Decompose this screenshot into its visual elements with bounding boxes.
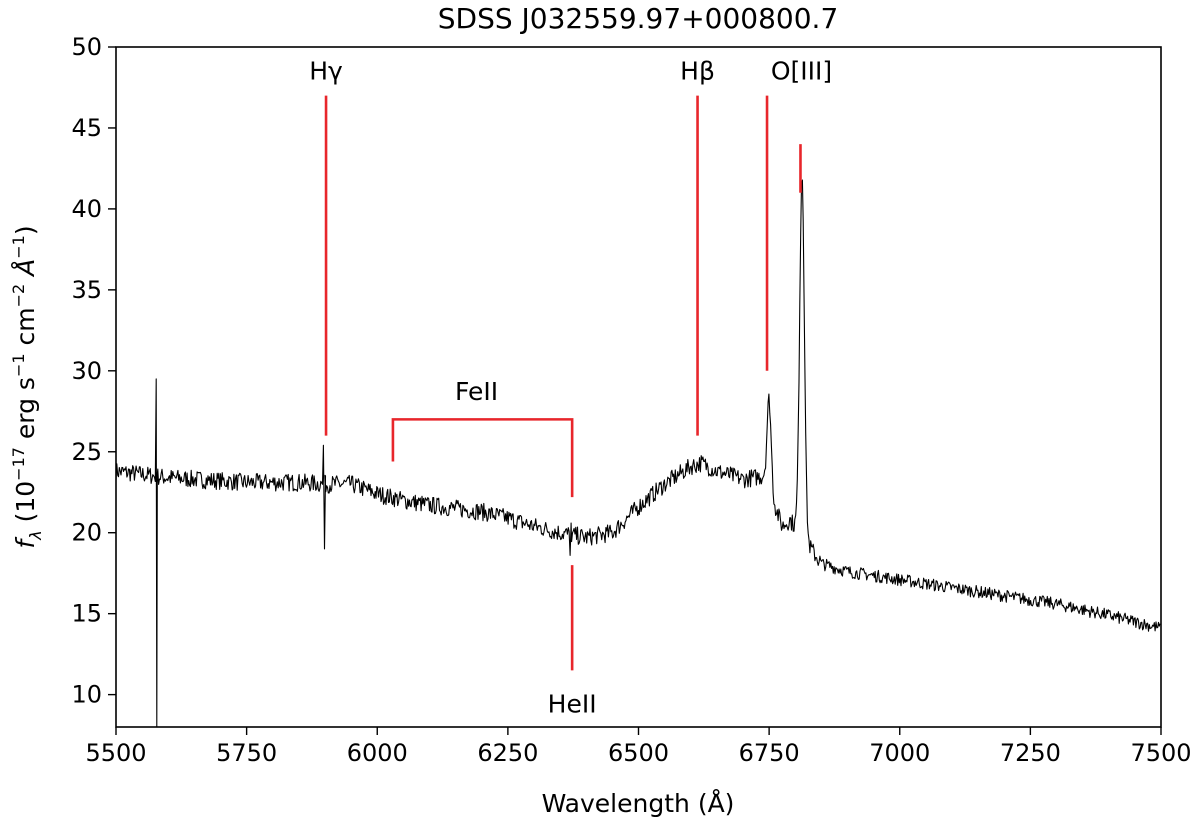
y-axis-label: fλ (10−17 erg s−1 cm−2 Å−1)	[9, 225, 45, 548]
y-label-cm: cm	[11, 307, 40, 353]
x-tick-label: 6500	[608, 739, 669, 767]
y-axis: 10 15 20 25 30 35 40 45 50	[71, 33, 116, 709]
plot-area: Hγ Hβ O[III] HeII FeII	[115, 46, 1162, 728]
line-marker-label: Hβ	[680, 56, 715, 85]
spectrum-line	[115, 179, 1161, 728]
y-tick-label: 10	[71, 681, 102, 709]
x-tick-label: 6250	[477, 739, 538, 767]
y-label-exp3: −2	[9, 284, 28, 308]
x-tick-label: 7250	[1000, 739, 1061, 767]
plot-frame	[115, 46, 1162, 728]
x-tick-label: 7000	[869, 739, 930, 767]
y-tick-label: 50	[71, 33, 102, 61]
feii-label: FeII	[455, 377, 498, 406]
x-tick-label: 6750	[739, 739, 800, 767]
y-tick-label: 35	[71, 276, 102, 304]
y-tick-label: 30	[71, 357, 102, 385]
x-tick-label: 5500	[85, 739, 146, 767]
line-marker-label: Hγ	[309, 56, 343, 85]
x-axis-label: Wavelength (Å)	[542, 789, 735, 818]
feii-bracket	[391, 418, 574, 498]
x-tick-label: 7500	[1130, 739, 1191, 767]
y-label-close: )	[11, 225, 40, 235]
y-tick-label: 40	[71, 195, 102, 223]
y-label-open: (10	[11, 481, 40, 531]
y-tick-label: 45	[71, 114, 102, 142]
y-tick-label: 15	[71, 600, 102, 628]
y-tick-label: 20	[71, 519, 102, 547]
line-marker-label: O[III]	[771, 56, 832, 85]
spectrum-layer	[115, 179, 1161, 728]
y-tick-label: 25	[71, 438, 102, 466]
y-label-lambda: λ	[26, 530, 45, 540]
x-axis: 5500 5750 6000 6250 6500 6750 7000 7250 7500	[85, 727, 1192, 767]
x-tick-label: 6000	[347, 739, 408, 767]
chart-title: SDSS J032559.97+000800.7	[438, 2, 839, 35]
annotation-layer: Hγ Hβ O[III] HeII FeII	[309, 56, 832, 718]
y-label-exp2: −1	[9, 353, 28, 377]
y-label-erg: erg s	[11, 377, 40, 447]
y-label-angstrom: Å	[11, 259, 40, 284]
line-marker-label: HeII	[548, 690, 597, 719]
y-label-exp4: −1	[9, 235, 28, 259]
x-tick-label: 5750	[216, 739, 277, 767]
y-label-exp1: −17	[9, 447, 28, 481]
